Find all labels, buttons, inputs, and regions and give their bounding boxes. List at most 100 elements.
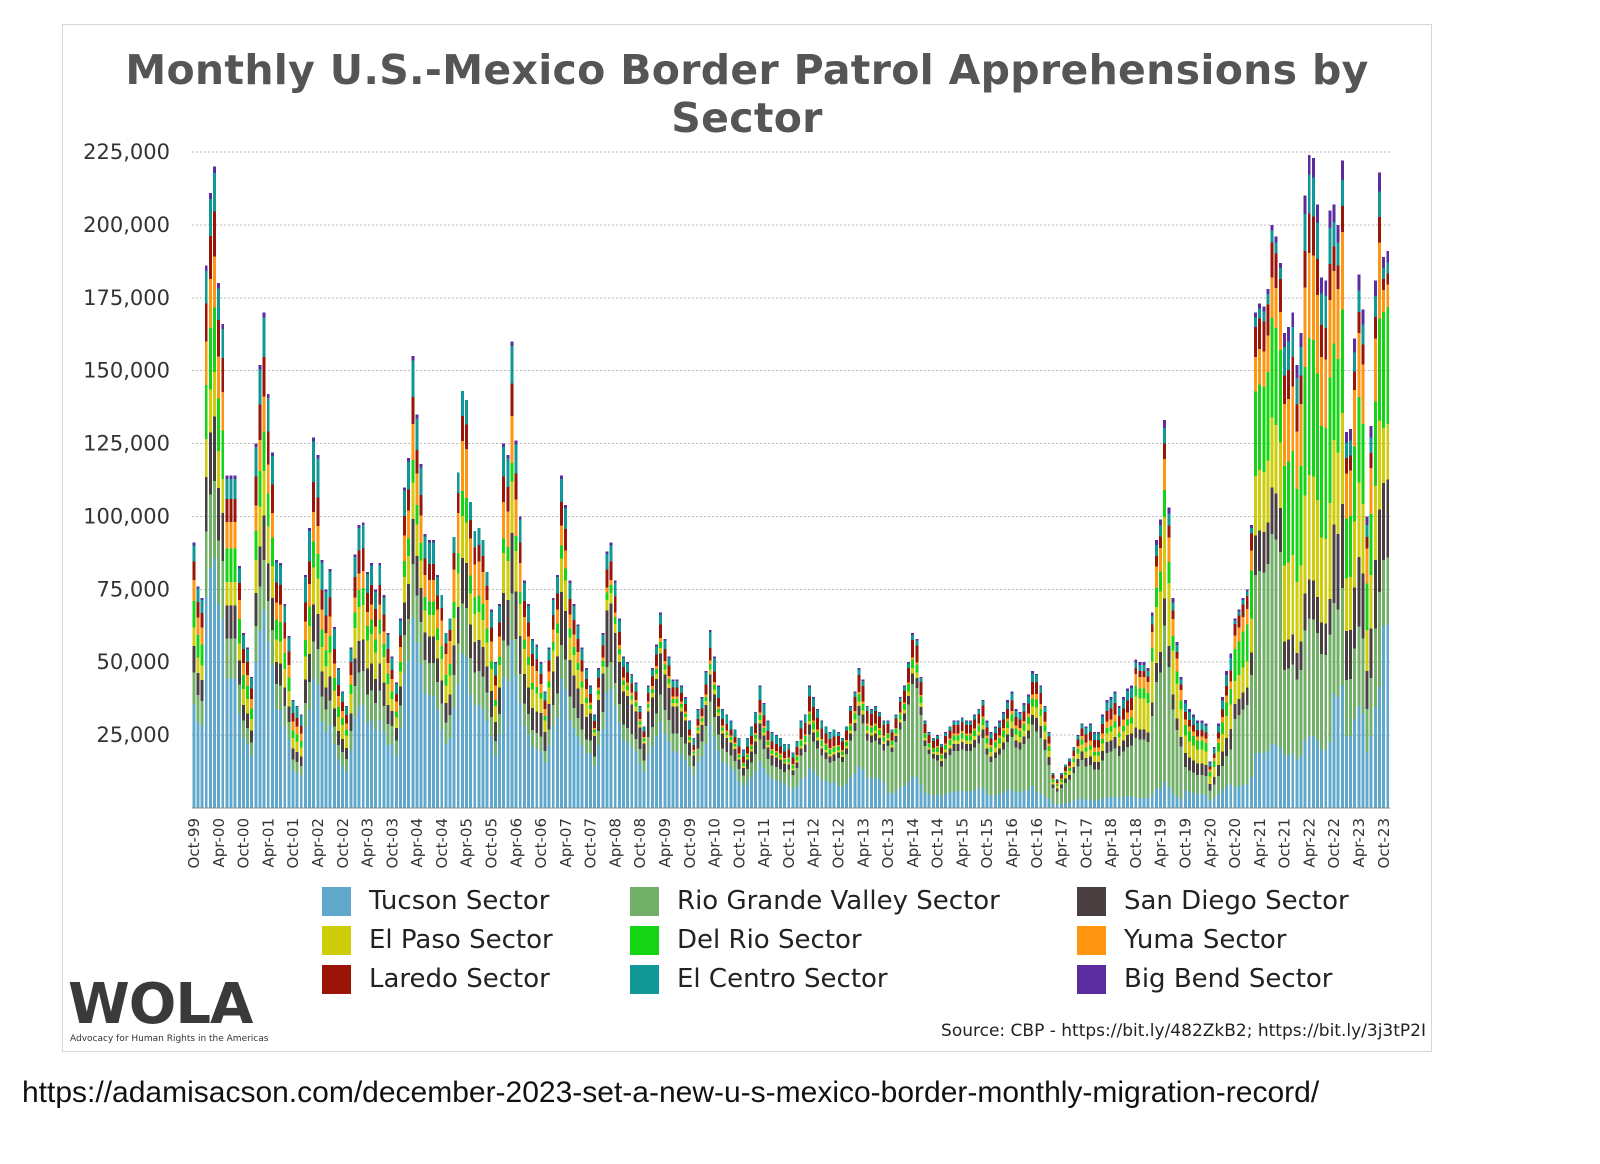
x-tick-label: Apr-22: [1300, 818, 1318, 868]
bar-segment: [1055, 780, 1059, 784]
bar-segment: [981, 700, 985, 702]
bar-segment: [1134, 797, 1138, 808]
bar-segment: [650, 693, 654, 698]
bar-segment: [989, 751, 993, 757]
bar-segment: [1022, 736, 1026, 744]
bar-segment: [1043, 725, 1047, 732]
bar-segment: [597, 677, 601, 688]
bar-segment: [1361, 344, 1365, 365]
bar-segment: [745, 768, 749, 782]
bar-segment: [675, 687, 679, 697]
month-bar: [279, 563, 283, 808]
bar-segment: [745, 738, 749, 739]
bar-segment: [580, 647, 584, 650]
bar-segment: [1349, 576, 1353, 630]
month-bar: [324, 589, 328, 808]
bar-segment: [1241, 598, 1245, 601]
bar-segment: [192, 704, 196, 808]
bar-segment: [192, 627, 196, 647]
y-tick-label: 200,000: [83, 213, 170, 237]
bar-segment: [1278, 748, 1282, 808]
bar-segment: [1369, 628, 1373, 679]
bar-segment: [398, 671, 402, 687]
bar-segment: [1258, 530, 1262, 571]
bar-segment: [696, 733, 700, 749]
bar-segment: [923, 738, 927, 741]
bar-segment: [1055, 784, 1059, 787]
bar-segment: [584, 669, 588, 680]
month-bar: [440, 595, 444, 808]
bar-segment: [1316, 295, 1319, 374]
bar-segment: [299, 715, 303, 726]
bar-segment: [423, 575, 427, 597]
bar-segment: [200, 627, 204, 645]
bar-segment: [911, 640, 915, 658]
bar-segment: [762, 732, 766, 736]
month-bar: [745, 738, 749, 808]
bar-segment: [1059, 781, 1063, 785]
bar-segment: [915, 664, 919, 673]
bar-segment: [1282, 641, 1286, 671]
bar-segment: [436, 577, 440, 596]
month-bar: [1068, 758, 1072, 808]
bar-segment: [407, 538, 411, 557]
bar-segment: [1051, 778, 1055, 780]
month-bar: [555, 574, 559, 808]
bar-segment: [560, 525, 563, 546]
bar-segment: [646, 754, 650, 808]
month-bar: [783, 743, 787, 808]
bar-segment: [1117, 716, 1121, 727]
bar-segment: [254, 476, 258, 506]
bar-segment: [779, 738, 782, 747]
bar-segment: [275, 708, 278, 808]
bar-segment: [700, 721, 704, 725]
bar-segment: [324, 589, 328, 592]
bar-segment: [655, 644, 659, 647]
bar-segment: [1245, 591, 1249, 596]
bar-segment: [266, 493, 270, 527]
bar-segment: [419, 467, 423, 495]
month-bar: [927, 732, 931, 808]
bar-segment: [1295, 378, 1299, 405]
bar-segment: [547, 671, 551, 682]
bar-segment: [774, 752, 778, 756]
bar-segment: [1291, 753, 1295, 808]
bar-segment: [997, 735, 1001, 739]
bar-segment: [1035, 791, 1039, 808]
bar-segment: [1262, 306, 1266, 312]
month-bar: [1192, 714, 1196, 808]
bar-segment: [498, 687, 502, 715]
bar-segment: [374, 639, 378, 653]
bar-segment: [737, 738, 741, 739]
bar-segment: [762, 703, 766, 705]
legend-swatch: [1077, 925, 1106, 955]
bar-segment: [1295, 581, 1299, 653]
bar-segment: [659, 614, 663, 625]
bar-segment: [398, 705, 402, 729]
bar-segment: [1068, 767, 1072, 771]
bar-segment: [766, 774, 770, 808]
month-bar: [1365, 516, 1369, 808]
bar-segment: [717, 686, 720, 698]
bar-segment: [1200, 749, 1204, 764]
bar-segment: [845, 748, 849, 755]
bar-segment: [1146, 703, 1150, 733]
bar-segment: [729, 721, 733, 730]
bar-segment: [1200, 774, 1204, 795]
bar-segment: [1274, 327, 1278, 426]
month-bar: [1353, 338, 1357, 808]
bar-segment: [1163, 490, 1167, 518]
bar-segment: [733, 730, 737, 738]
bar-segment: [1031, 681, 1034, 695]
bar-segment: [357, 528, 361, 551]
bar-segment: [609, 603, 613, 663]
month-bar: [275, 560, 278, 808]
bar-segment: [1097, 733, 1101, 740]
month-bar: [650, 668, 654, 808]
month-bar: [659, 612, 663, 808]
bar-segment: [200, 612, 204, 628]
bar-segment: [308, 528, 311, 531]
bar-segment: [312, 541, 316, 568]
bar-segment: [993, 732, 997, 741]
x-tick-label: Apr-21: [1251, 818, 1269, 868]
